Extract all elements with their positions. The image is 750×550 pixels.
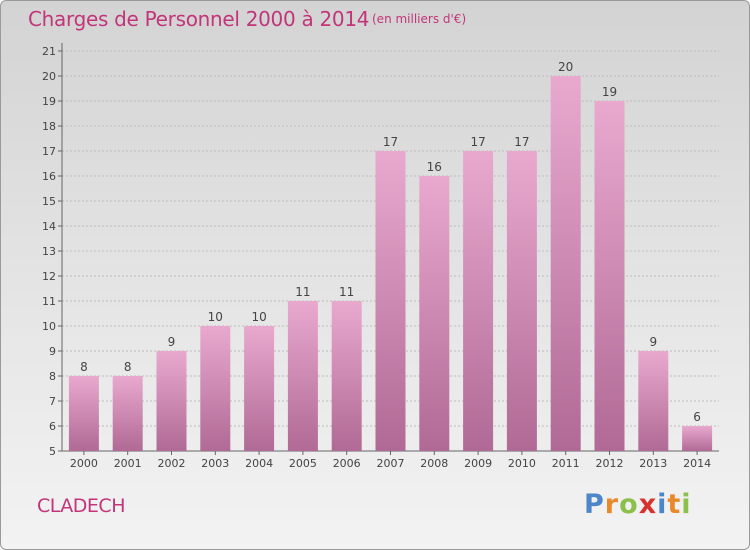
bar	[682, 426, 713, 451]
bar	[594, 101, 625, 451]
y-tick-label: 11	[42, 295, 56, 308]
bar	[156, 351, 187, 451]
x-tick-label: 2008	[420, 457, 448, 470]
x-tick-label: 2011	[552, 457, 580, 470]
y-tick-label: 21	[42, 45, 56, 58]
brand-letter: x	[638, 489, 658, 520]
brand-letter: o	[619, 489, 639, 520]
y-tick-label: 10	[42, 320, 56, 333]
y-tick-label: 7	[49, 395, 56, 408]
y-tick-label: 16	[42, 170, 56, 183]
x-tick-label: 2001	[114, 457, 142, 470]
chart-unit: (en milliers d'€)	[372, 12, 467, 26]
y-tick-label: 17	[42, 145, 56, 158]
brand-letter: r	[604, 489, 620, 520]
commune-name: CLADECH	[37, 495, 125, 517]
brand-letter: t	[667, 489, 682, 520]
bar	[506, 151, 537, 451]
x-tick-label: 2000	[70, 457, 98, 470]
x-tick-label: 2013	[639, 457, 667, 470]
x-tick-label: 2002	[158, 457, 186, 470]
bar-value-label: 10	[251, 310, 266, 324]
bar-value-label: 6	[693, 410, 701, 424]
x-tick-label: 2010	[508, 457, 536, 470]
bar-value-label: 17	[470, 135, 485, 149]
bar	[331, 301, 362, 451]
y-tick-label: 8	[49, 370, 56, 383]
proxiti-logo[interactable]: Proxiti	[584, 489, 692, 520]
y-tick-label: 5	[49, 445, 56, 458]
x-tick-label: 2005	[289, 457, 317, 470]
bar	[419, 176, 450, 451]
y-tick-label: 6	[49, 420, 56, 433]
bar	[68, 376, 99, 451]
bar-value-label: 10	[208, 310, 223, 324]
y-tick-label: 15	[42, 195, 56, 208]
y-tick-label: 14	[42, 220, 56, 233]
brand-letter: i	[681, 489, 692, 520]
bar-value-label: 17	[514, 135, 529, 149]
x-tick-label: 2003	[201, 457, 229, 470]
brand-letter: i	[657, 489, 668, 520]
bar-value-label: 8	[124, 360, 132, 374]
bar-value-label: 16	[427, 160, 442, 174]
bar	[112, 376, 143, 451]
bar	[287, 301, 318, 451]
bar-value-label: 9	[649, 335, 657, 349]
bar-value-label: 9	[168, 335, 176, 349]
bar	[244, 326, 275, 451]
bar-value-label: 11	[339, 285, 354, 299]
x-tick-label: 2014	[683, 457, 711, 470]
bar-value-label: 20	[558, 60, 573, 74]
bar-value-label: 17	[383, 135, 398, 149]
x-tick-label: 2009	[464, 457, 492, 470]
bar-value-label: 11	[295, 285, 310, 299]
x-tick-label: 2007	[377, 457, 405, 470]
x-tick-label: 2004	[245, 457, 273, 470]
bar	[200, 326, 231, 451]
bar	[375, 151, 406, 451]
chart-title: Charges de Personnel 2000 à 2014	[28, 7, 370, 31]
x-tick-label: 2006	[333, 457, 361, 470]
y-tick-label: 12	[42, 270, 56, 283]
bar	[463, 151, 494, 451]
bar	[550, 76, 581, 451]
y-tick-label: 9	[49, 345, 56, 358]
bar-value-label: 19	[602, 85, 617, 99]
y-tick-label: 20	[42, 70, 56, 83]
bar-value-label: 8	[80, 360, 88, 374]
bar	[638, 351, 669, 451]
y-tick-label: 19	[42, 95, 56, 108]
y-tick-label: 18	[42, 120, 56, 133]
brand-letter: P	[584, 489, 605, 520]
x-tick-label: 2012	[596, 457, 624, 470]
y-tick-label: 13	[42, 245, 56, 258]
